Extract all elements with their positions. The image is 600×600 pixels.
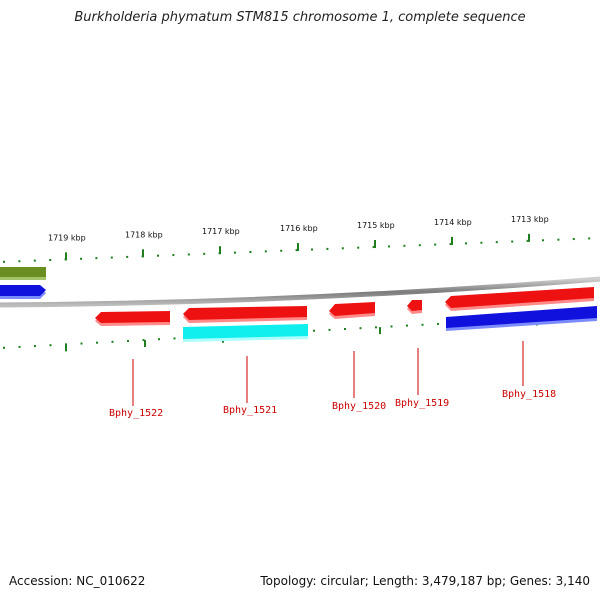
scale-tick-minor — [341, 247, 344, 250]
scale-tick-minor — [434, 243, 437, 246]
gene-blue-bar-right — [446, 306, 597, 331]
scale-tick-minor — [234, 251, 236, 254]
scale-tick-minor — [142, 339, 145, 342]
scale-tick-minor — [526, 239, 529, 242]
scale-tick-minor — [388, 245, 390, 248]
scale-tick-major — [219, 246, 221, 255]
gene-arrow-bphy-1522 — [95, 311, 170, 326]
gene-label: Bphy_1518 — [502, 389, 556, 400]
scale-tick-minor — [249, 250, 252, 253]
scale-tick-minor — [326, 247, 329, 250]
scale-tick-minor — [437, 322, 439, 325]
scale-tick-minor — [3, 260, 5, 263]
scale-tick-minor — [480, 241, 483, 244]
scale-tick-minor — [95, 257, 98, 260]
scale-tick-major — [144, 340, 146, 348]
gene-cyan-bar — [183, 324, 308, 342]
scale-tick-minor — [49, 344, 52, 347]
scale-label: 1719 kbp — [48, 233, 86, 242]
scale-tick-minor — [313, 329, 315, 332]
scale-tick-minor — [372, 246, 375, 249]
scale-tick-minor — [80, 342, 83, 345]
scale-tick-minor — [511, 240, 514, 243]
scale-label: 1715 kbp — [357, 221, 395, 230]
scale-tick-minor — [295, 249, 298, 252]
scale-tick-major — [65, 344, 67, 352]
scale-tick-minor — [34, 345, 36, 348]
scale-tick-minor — [33, 259, 36, 262]
gene-label: Bphy_1521 — [223, 405, 277, 416]
scale-tick-minor — [126, 255, 129, 258]
gene-label: Bphy_1519 — [395, 398, 449, 409]
scale-tick-minor — [264, 250, 267, 253]
gene-arrow-bphy-1521 — [183, 306, 307, 323]
scale-tick-minor — [172, 254, 175, 257]
scale-tick-minor — [375, 326, 377, 329]
scale-tick-minor — [96, 341, 98, 344]
scale-tick-minor — [127, 339, 129, 342]
scale-tick-minor — [203, 252, 206, 255]
scale-tick-major — [297, 243, 299, 252]
scale-tick-minor — [3, 346, 5, 349]
scale-tick-minor — [18, 260, 21, 263]
scale-label: 1713 kbp — [511, 215, 549, 224]
scale-tick-minor — [557, 238, 560, 241]
scale-tick-minor — [495, 241, 498, 244]
gene-arrow-bphy-1519 — [407, 300, 422, 314]
scale-label: 1716 kbp — [280, 224, 318, 233]
scale-tick-minor — [449, 242, 452, 245]
scale-tick-minor — [18, 345, 21, 348]
chromosome-backbone — [0, 276, 600, 308]
scale-tick-minor — [542, 239, 544, 242]
gene-label: Bphy_1522 — [109, 408, 163, 419]
scale-label: 1718 kbp — [125, 230, 163, 239]
map-title: Burkholderia phymatum STM815 chromosome … — [74, 10, 526, 25]
scale-tick-major — [142, 249, 144, 258]
scale-tick-minor — [111, 340, 114, 343]
gene-olive-bar — [0, 267, 46, 280]
scale-tick-minor — [403, 244, 406, 247]
gene-arrow-bphy-1520 — [329, 302, 375, 319]
scale-tick-minor — [328, 328, 331, 331]
scale-tick-minor — [588, 237, 591, 240]
scale-tick-minor — [80, 257, 82, 260]
scale-tick-minor — [344, 328, 346, 331]
scale-tick-minor — [390, 325, 393, 328]
scale-tick-minor — [465, 242, 467, 245]
scale-tick-major — [528, 233, 530, 242]
scale-tick-major — [451, 236, 453, 245]
gene-blue-arrow-left — [0, 285, 46, 299]
scale-label: 1717 kbp — [202, 227, 240, 236]
scale-tick-minor — [49, 258, 52, 261]
scale-tick-minor — [421, 323, 424, 326]
topology-summary: Topology: circular; Length: 3,479,187 bp… — [260, 574, 590, 588]
scale-tick-minor — [280, 249, 283, 252]
accession-text: Accession: NC_010622 — [9, 574, 146, 588]
scale-tick-minor — [157, 254, 159, 257]
gene-label: Bphy_1520 — [332, 401, 386, 412]
scale-tick-minor — [359, 327, 362, 330]
scale-tick-minor — [173, 337, 176, 340]
scale-label: 1714 kbp — [434, 218, 472, 227]
scale-tick-minor — [311, 248, 313, 251]
scale-tick-minor — [110, 256, 113, 259]
scale-tick-minor — [187, 253, 190, 256]
scale-tick-minor — [357, 246, 360, 249]
scale-tick-minor — [418, 244, 421, 247]
scale-tick-minor — [572, 238, 575, 241]
scale-tick-minor — [406, 324, 408, 327]
gene-arrow-bphy-1518 — [445, 287, 594, 311]
scale-tick-major — [379, 327, 381, 335]
scale-tick-major — [65, 252, 67, 261]
scale-tick-major — [374, 240, 376, 248]
scale-tick-minor — [158, 338, 160, 341]
